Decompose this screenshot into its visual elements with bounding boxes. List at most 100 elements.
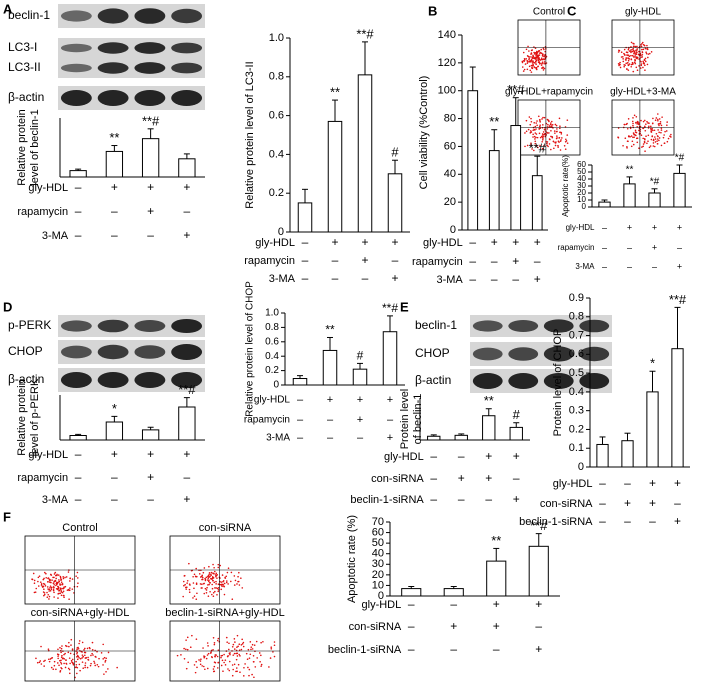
event-dot	[223, 593, 226, 596]
event-dot	[228, 648, 230, 651]
event-dot	[220, 656, 222, 659]
blot-band	[472, 347, 503, 361]
y-axis-label: Relative protein level of LC3-II	[244, 61, 256, 208]
event-dot	[97, 665, 100, 668]
event-dot	[62, 576, 64, 578]
blot-band	[171, 344, 203, 360]
event-dot	[643, 58, 646, 61]
event-dot	[44, 659, 46, 662]
event-dot	[76, 577, 79, 579]
condition-sign: –	[297, 394, 304, 406]
event-dot	[644, 60, 647, 63]
event-dot	[192, 597, 194, 599]
y-tick-label: 0.4	[569, 386, 584, 398]
event-dot	[204, 587, 207, 590]
event-dot	[646, 63, 649, 66]
event-dot	[641, 48, 643, 51]
event-dot	[542, 69, 545, 71]
condition-sign: –	[627, 242, 632, 252]
y-tick-label: 60	[577, 160, 586, 169]
event-dot	[60, 651, 62, 654]
bar	[671, 348, 684, 468]
bar	[482, 415, 496, 441]
event-dot	[564, 148, 567, 150]
event-dot	[548, 143, 551, 145]
event-dot	[541, 140, 543, 143]
event-dot	[539, 121, 542, 123]
event-dot	[666, 124, 668, 127]
event-dot	[245, 652, 248, 655]
condition-sign: +	[183, 228, 190, 242]
event-dot	[53, 582, 55, 584]
bar	[327, 120, 343, 233]
y-tick-label: 0.7	[569, 329, 584, 341]
event-dot	[550, 122, 552, 124]
event-dot	[546, 141, 549, 143]
condition-sign: –	[627, 261, 632, 271]
event-dot	[203, 592, 206, 595]
event-dot	[76, 653, 78, 655]
event-dot	[35, 657, 37, 660]
condition-sign: –	[624, 476, 631, 490]
significance-label: *	[112, 401, 117, 416]
condition-sign: –	[430, 492, 437, 506]
event-dot	[566, 119, 569, 121]
event-dot	[61, 583, 64, 586]
condition-sign: +	[485, 471, 492, 485]
significance-label: **	[484, 393, 494, 408]
event-dot	[217, 586, 220, 589]
event-dot	[206, 654, 209, 656]
event-dot	[645, 51, 647, 53]
event-dot	[81, 654, 84, 656]
event-dot	[208, 576, 210, 578]
event-dot	[48, 588, 51, 591]
event-dot	[640, 119, 642, 122]
event-dot	[658, 122, 660, 125]
y-tick-label: 10	[577, 195, 586, 204]
flow-plot-title: Control	[62, 522, 97, 534]
bar	[322, 349, 338, 386]
event-dot	[626, 145, 628, 148]
event-dot	[193, 587, 195, 590]
event-dot	[212, 592, 215, 594]
bar	[178, 158, 196, 178]
event-dot	[116, 666, 118, 669]
event-dot	[54, 580, 57, 582]
event-dot	[658, 137, 661, 139]
event-dot	[226, 571, 229, 574]
significance-label: **	[626, 165, 634, 176]
condition-sign: –	[297, 432, 304, 444]
event-dot	[653, 129, 656, 132]
significance-label: #	[513, 407, 521, 422]
event-dot	[653, 145, 656, 148]
event-dot	[657, 119, 659, 122]
event-dot	[537, 59, 540, 62]
event-dot	[192, 582, 195, 584]
event-dot	[183, 584, 185, 587]
blot-band	[472, 373, 503, 389]
condition-sign: –	[469, 254, 476, 268]
event-dot	[669, 135, 671, 138]
significance-label: #	[391, 145, 399, 160]
condition-sign: –	[332, 271, 339, 285]
event-dot	[78, 663, 81, 666]
condition-sign: +	[387, 432, 393, 444]
event-dot	[75, 575, 77, 577]
event-dot	[64, 652, 66, 655]
event-dot	[532, 60, 534, 62]
event-dot	[627, 48, 630, 51]
event-dot	[646, 142, 648, 145]
event-dot	[220, 581, 223, 583]
event-dot	[37, 576, 40, 579]
event-dot	[525, 58, 528, 60]
event-dot	[231, 645, 234, 648]
event-dot	[217, 661, 219, 664]
condition-sign: +	[674, 514, 681, 528]
event-dot	[212, 595, 215, 598]
y-tick-label: 0	[378, 590, 384, 602]
event-dot	[529, 123, 532, 126]
event-dot	[103, 656, 106, 659]
event-dot	[640, 134, 643, 137]
event-dot	[56, 662, 59, 664]
event-dot	[255, 640, 258, 643]
